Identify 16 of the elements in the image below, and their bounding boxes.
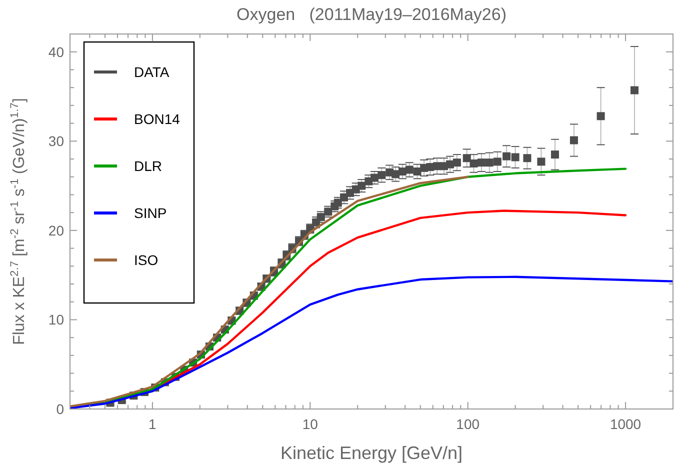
legend-label: SINP	[134, 205, 167, 221]
legend-label: BON14	[134, 111, 180, 127]
chart-title: Oxygen (2011May19–2016May26)	[236, 5, 506, 24]
y-tick-label: 40	[48, 44, 64, 60]
legend-label: ISO	[134, 252, 158, 268]
y-tick-label: 30	[48, 133, 64, 150]
legend-label: DATA	[134, 64, 170, 80]
legend-label: DLR	[134, 158, 162, 174]
x-tick-label: 10	[302, 416, 318, 432]
x-tick-label: 1000	[610, 416, 642, 432]
y-tick-label: 20	[48, 222, 64, 238]
y-tick-label: 0	[56, 401, 64, 417]
x-tick-label: 100	[456, 416, 480, 432]
x-axis-title: Kinetic Energy [GeV/n]	[280, 443, 463, 463]
x-tick-label: 1	[148, 416, 157, 432]
y-tick-label: 10	[48, 312, 64, 328]
